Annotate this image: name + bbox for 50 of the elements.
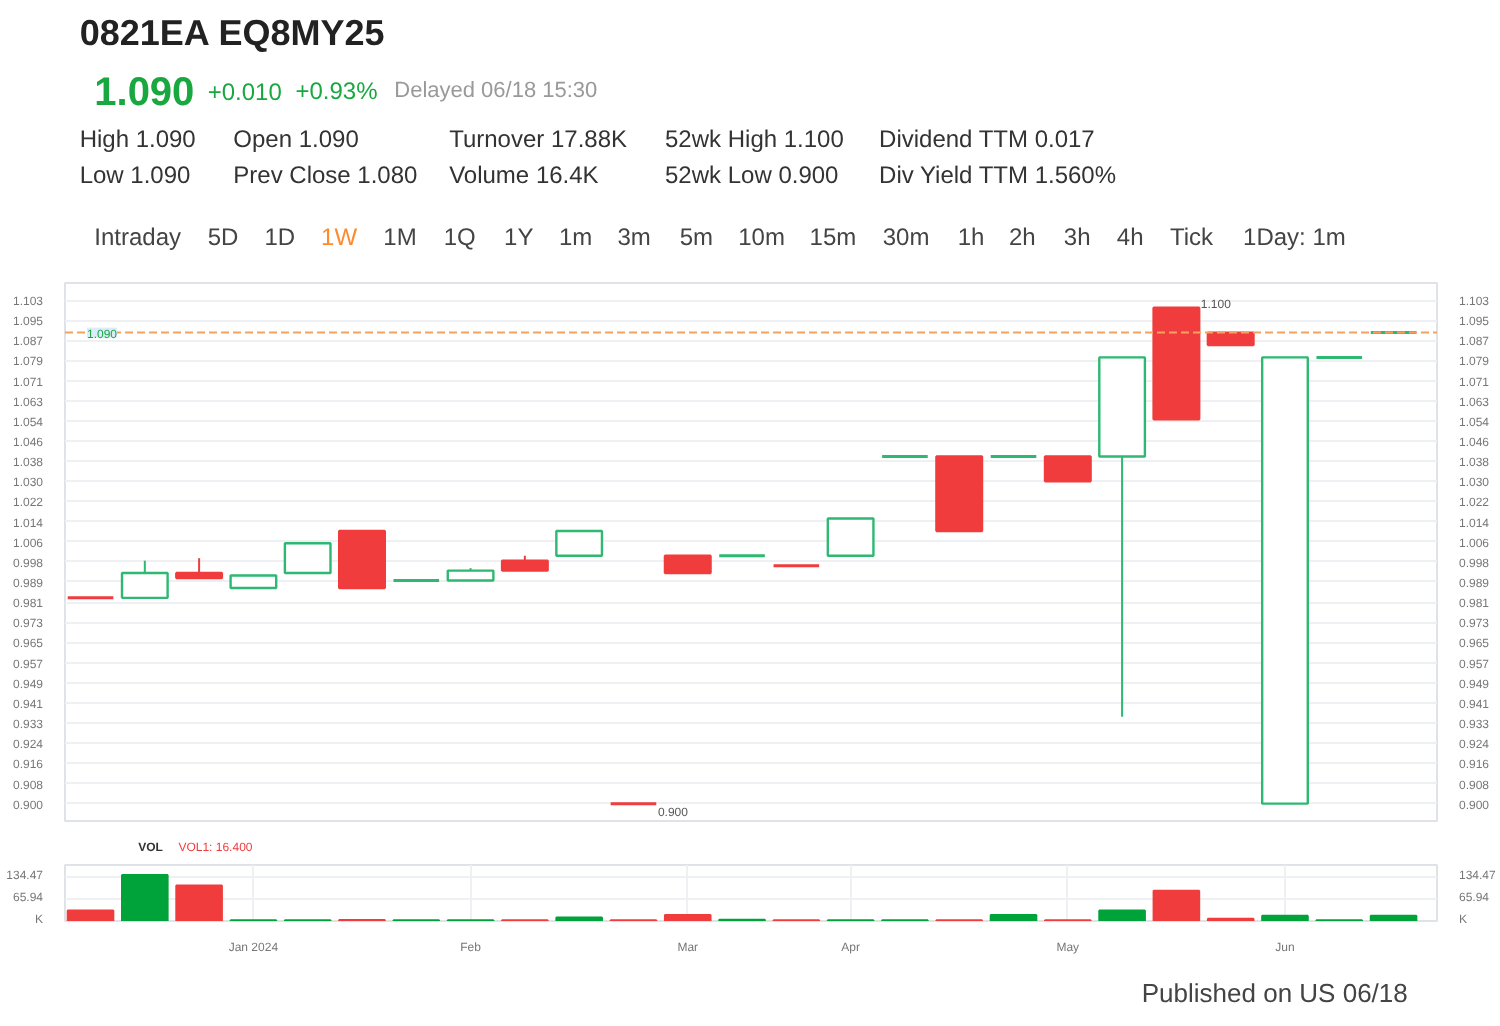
text: 1Q: [443, 223, 476, 251]
text: Turnover 17.88K: [449, 125, 628, 153]
text: Div Yield TTM 1.560%: [879, 161, 1117, 189]
candlestick: [175, 557, 224, 580]
text: +0.010: [207, 78, 283, 106]
bar: [989, 914, 1038, 921]
chart-subtitle: Delayed 06/18 15:30: [394, 79, 598, 103]
candlestick: [283, 542, 332, 575]
bar: [663, 914, 712, 921]
bar: [66, 909, 115, 921]
bar: [1152, 889, 1201, 921]
text: Dividend TTM 0.017: [879, 125, 1096, 153]
text: Tick: [1169, 223, 1216, 251]
text: Prev Close 1.080: [233, 161, 419, 189]
text: 15m: [809, 223, 857, 251]
text: Low 1.090: [79, 161, 192, 189]
text: 4h: [1116, 223, 1144, 251]
bar: [121, 873, 169, 921]
text: 3h: [1063, 223, 1091, 251]
text: 30m: [882, 223, 930, 251]
text: 1D: [264, 223, 296, 251]
text: 1.090: [94, 71, 195, 115]
text: +0.93%: [295, 77, 379, 105]
text: 5m: [679, 223, 713, 251]
bar: [1098, 909, 1146, 921]
text: 10m: [738, 223, 785, 251]
text: 52wk High 1.100: [665, 125, 845, 153]
candlestick: [120, 559, 169, 600]
text: Open 1.090: [233, 125, 360, 153]
text: 5D: [207, 223, 240, 251]
candlestick: [1043, 455, 1092, 483]
text: 1Y: [504, 223, 534, 251]
text: 1M: [383, 223, 417, 251]
text: Intraday: [94, 223, 181, 251]
text: 1Day: 1m: [1243, 223, 1346, 251]
text: 1m: [558, 223, 593, 251]
text: Volume 16.4K: [449, 161, 599, 189]
text: 1h: [957, 223, 985, 251]
text: 2h: [1008, 223, 1036, 251]
bar: [1261, 914, 1309, 921]
bar: [1369, 914, 1418, 921]
text: High 1.090: [79, 125, 197, 153]
text: 3m: [617, 223, 651, 251]
text: 52wk Low 0.900: [665, 161, 840, 189]
text: 1W: [321, 223, 359, 251]
candlestick: [555, 529, 604, 557]
chart-title: 0821EA EQ8MY25: [79, 13, 385, 53]
text: Published on US 06/18: [1141, 978, 1408, 1008]
candlestick: [826, 517, 875, 557]
bar: [175, 884, 223, 921]
